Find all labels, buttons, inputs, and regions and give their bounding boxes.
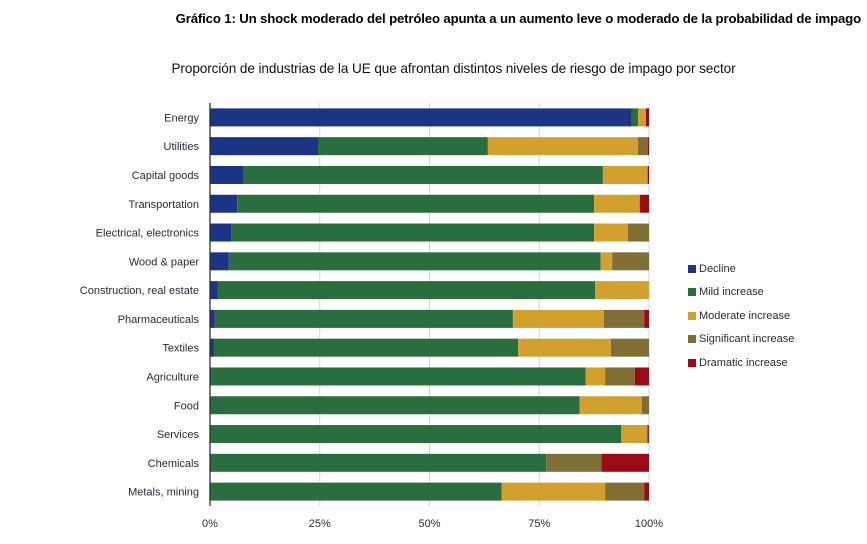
- bar-segment-moderate-increase: [501, 482, 606, 501]
- category-label: Agriculture: [146, 371, 199, 383]
- bar-segment-decline: [210, 194, 238, 213]
- category-label: Capital goods: [132, 170, 200, 182]
- bar-segment-mild-increase: [317, 137, 488, 156]
- bar-segment-mild-increase: [210, 482, 502, 501]
- bar-segment-significant-increase: [627, 223, 649, 242]
- category-label: Utilities: [164, 141, 200, 153]
- bar-segment-mild-increase: [217, 281, 596, 300]
- category-label: Construction, real estate: [80, 285, 199, 297]
- bar-segment-moderate-increase: [487, 137, 639, 156]
- legend-swatch: [688, 335, 696, 344]
- bar-segment-significant-increase: [641, 396, 649, 415]
- category-labels: Energy Utilities Capital goods Transportati…: [80, 112, 200, 498]
- bar-segment-mild-increase: [231, 223, 595, 242]
- bar-segment-decline: [210, 223, 232, 242]
- legend-swatch: [688, 358, 696, 367]
- legend-label: Moderate increase: [699, 309, 791, 322]
- bar-segment-dramatic-increase: [644, 309, 649, 328]
- legend-label: Mild increase: [699, 286, 764, 299]
- x-tick-labels: 0% 25% 50% 75% 100%: [202, 518, 663, 530]
- bar-segment-mild-increase: [243, 165, 603, 184]
- bar-segment-mild-increase: [211, 367, 586, 386]
- bar-segment-moderate-increase: [595, 281, 649, 300]
- category-label: Energy: [164, 112, 199, 124]
- bar-segment-mild-increase: [631, 108, 639, 127]
- bar-segment-decline: [210, 165, 244, 184]
- bar-segment-dramatic-increase: [639, 194, 649, 213]
- legend-item: Significant increase: [688, 328, 794, 352]
- bar-segment-significant-increase: [603, 309, 645, 328]
- bar-segment-moderate-increase: [638, 108, 646, 127]
- bar-segment-mild-increase: [237, 194, 595, 213]
- bar-segment-mild-increase: [210, 453, 547, 472]
- chart-subtitle: Proporción de industrias de la UE que af…: [171, 61, 736, 76]
- bar-segment-significant-increase: [610, 338, 649, 357]
- bar-segment-mild-increase: [228, 252, 601, 271]
- bar-segment-dramatic-increase: [634, 367, 649, 386]
- x-tick-label: 25%: [309, 518, 331, 530]
- legend-label: Decline: [699, 262, 736, 275]
- legend-label: Significant increase: [699, 333, 795, 346]
- legend-item: Mild increase: [688, 281, 794, 305]
- category-label: Services: [157, 429, 200, 441]
- legend-swatch: [688, 264, 696, 273]
- bar-segment-decline: [210, 309, 215, 328]
- bar-segment-mild-increase: [213, 338, 519, 357]
- bar-segment-decline: [210, 137, 318, 156]
- chart-title: Gráfico 1: Un shock moderado del petróle…: [175, 11, 862, 26]
- bar-segment-mild-increase: [214, 309, 513, 328]
- bar-segment-significant-increase: [546, 453, 602, 472]
- x-tick-label: 100%: [635, 518, 663, 530]
- bar-segment-significant-increase: [638, 137, 648, 156]
- bar-segment-dramatic-increase: [647, 137, 649, 156]
- bar-segment-significant-increase: [646, 425, 649, 444]
- bar-segment-dramatic-increase: [645, 108, 649, 127]
- bars: [210, 108, 649, 501]
- legend: Decline Mild increase Moderate increase Sig…: [688, 257, 794, 375]
- x-tick-label: 50%: [418, 518, 440, 530]
- gridlines: [319, 103, 650, 506]
- x-tick-label: 0%: [202, 518, 218, 530]
- category-label: Transportation: [128, 199, 199, 211]
- legend-item: Decline: [688, 257, 794, 281]
- category-label: Wood & paper: [129, 256, 199, 268]
- bar-segment-moderate-increase: [600, 252, 613, 271]
- legend-label: Dramatic increase: [699, 356, 788, 369]
- category-label: Metals, mining: [128, 487, 199, 499]
- category-label: Textiles: [162, 343, 199, 355]
- bar-segment-moderate-increase: [518, 338, 611, 357]
- bar-segment-moderate-increase: [621, 425, 647, 444]
- legend-swatch: [688, 288, 696, 297]
- bar-segment-dramatic-increase: [648, 425, 649, 444]
- bar-segment-dramatic-increase: [644, 482, 649, 501]
- bar-segment-decline: [210, 338, 214, 357]
- bar-segment-decline: [210, 252, 229, 271]
- bar-segment-moderate-increase: [585, 367, 606, 386]
- category-label: Chemicals: [148, 458, 200, 470]
- bar-segment-decline: [210, 281, 218, 300]
- bar-segment-decline: [210, 108, 632, 127]
- bar-segment-dramatic-increase: [601, 453, 649, 472]
- x-tick-label: 75%: [528, 518, 550, 530]
- legend-swatch: [688, 311, 696, 320]
- bar-segment-mild-increase: [210, 396, 580, 415]
- bar-segment-dramatic-increase: [647, 165, 649, 184]
- bar-segment-moderate-increase: [512, 309, 604, 328]
- bar-segment-mild-increase: [210, 425, 622, 444]
- bar-segment-significant-increase: [605, 367, 635, 386]
- category-label: Electrical, electronics: [96, 228, 200, 240]
- category-label: Food: [174, 400, 199, 412]
- bar-segment-moderate-increase: [579, 396, 642, 415]
- category-label: Pharmaceuticals: [118, 314, 200, 326]
- bar-segment-moderate-increase: [594, 194, 640, 213]
- bar-segment-moderate-increase: [602, 165, 648, 184]
- bar-segment-significant-increase: [605, 482, 645, 501]
- legend-item: Dramatic increase: [688, 351, 794, 375]
- legend-item: Moderate increase: [688, 304, 794, 328]
- bar-segment-moderate-increase: [594, 223, 628, 242]
- bar-segment-decline: [210, 367, 212, 386]
- bar-segment-significant-increase: [612, 252, 649, 271]
